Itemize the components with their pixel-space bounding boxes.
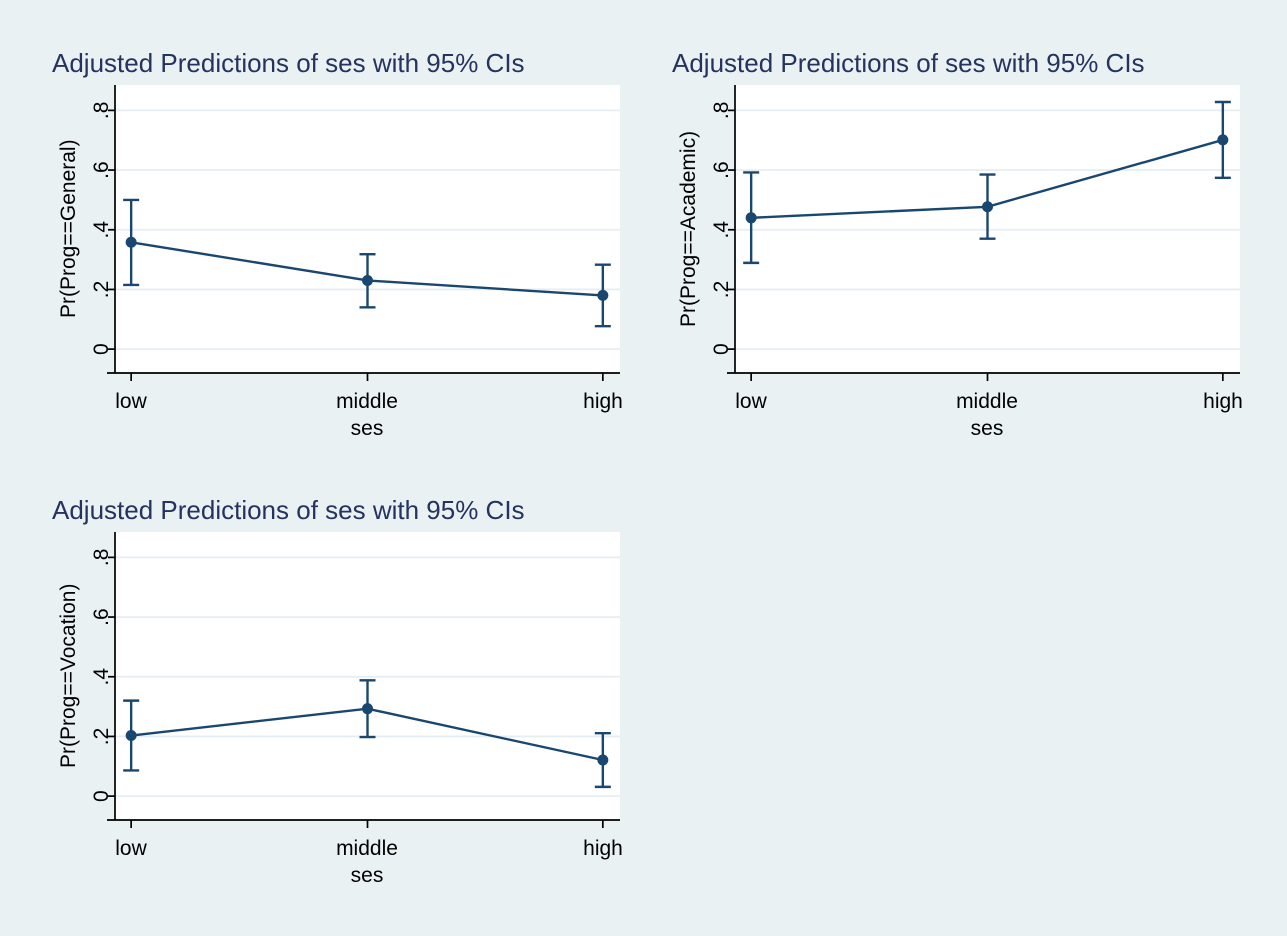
y-tick-label: .6: [710, 161, 733, 179]
data-point: [982, 201, 993, 213]
plot-area-vocation: 0 .2 .4 .6 .8: [90, 532, 620, 828]
y-tick-label: .8: [90, 549, 113, 567]
chart-title: Adjusted Predictions of ses with 95% CIs: [52, 495, 525, 525]
axis-ticks: [108, 109, 604, 381]
x-tick-label-middle: middle: [336, 390, 398, 413]
x-tick-label-low: low: [115, 837, 147, 860]
y-axis-title: Pr(Prog==Academic): [677, 130, 700, 328]
y-tick-label: 0: [90, 343, 113, 355]
x-tick-label-middle: middle: [336, 837, 398, 860]
chart-pr-vocation: 0 .2 .4 .6 .8 Adjusted Predictions of ses wi…: [30, 487, 630, 927]
x-axis-title: ses: [350, 864, 384, 887]
y-tick-label: .4: [710, 221, 733, 239]
x-tick-label-middle: middle: [956, 390, 1018, 413]
y-tick-label: .6: [90, 161, 113, 179]
data-point: [597, 754, 609, 766]
y-tick-label: .6: [90, 608, 113, 626]
data-point: [1217, 134, 1229, 146]
y-tick-label: .8: [710, 102, 733, 120]
y-axis-title: Pr(Prog==Vocation): [57, 583, 80, 769]
x-tick-label-low: low: [735, 390, 767, 413]
x-tick-label-high: high: [583, 837, 623, 860]
x-tick-label-low: low: [115, 390, 147, 413]
y-axis-title: Pr(Prog==General): [57, 139, 80, 319]
axis-ticks: [108, 556, 604, 828]
x-tick-label-high: high: [583, 390, 623, 413]
chart-title: Adjusted Predictions of ses with 95% CIs: [672, 48, 1145, 78]
chart-pr-general: 0 .2 .4 .6 .8 Adjusted Predictions of ses wi…: [30, 40, 630, 480]
y-tick-label: 0: [710, 343, 733, 355]
data-point: [745, 212, 757, 224]
y-tick-label: .4: [90, 221, 113, 239]
plot-area-academic: 0 .2 .4 .6 .8: [710, 85, 1240, 381]
x-tick-label-high: high: [1203, 390, 1243, 413]
chart-pr-academic: 0 .2 .4 .6 .8 Adjusted Predictions of ses wi…: [650, 40, 1250, 480]
data-point: [597, 289, 609, 301]
chart-title: Adjusted Predictions of ses with 95% CIs: [52, 48, 525, 78]
data-point: [125, 236, 137, 248]
data-point: [125, 730, 137, 742]
axis-ticks: [728, 109, 1224, 381]
y-tick-label: .2: [90, 728, 113, 746]
data-point: [362, 703, 373, 715]
y-tick-label: .8: [90, 102, 113, 120]
y-tick-label: 0: [90, 790, 113, 802]
y-tick-label: .2: [710, 281, 733, 299]
plot-area-general: 0 .2 .4 .6 .8: [90, 85, 620, 381]
y-tick-label: .4: [90, 668, 113, 686]
x-axis-title: ses: [970, 417, 1004, 440]
x-axis-title: ses: [350, 417, 384, 440]
data-point: [362, 274, 373, 286]
y-tick-label: .2: [90, 281, 113, 299]
